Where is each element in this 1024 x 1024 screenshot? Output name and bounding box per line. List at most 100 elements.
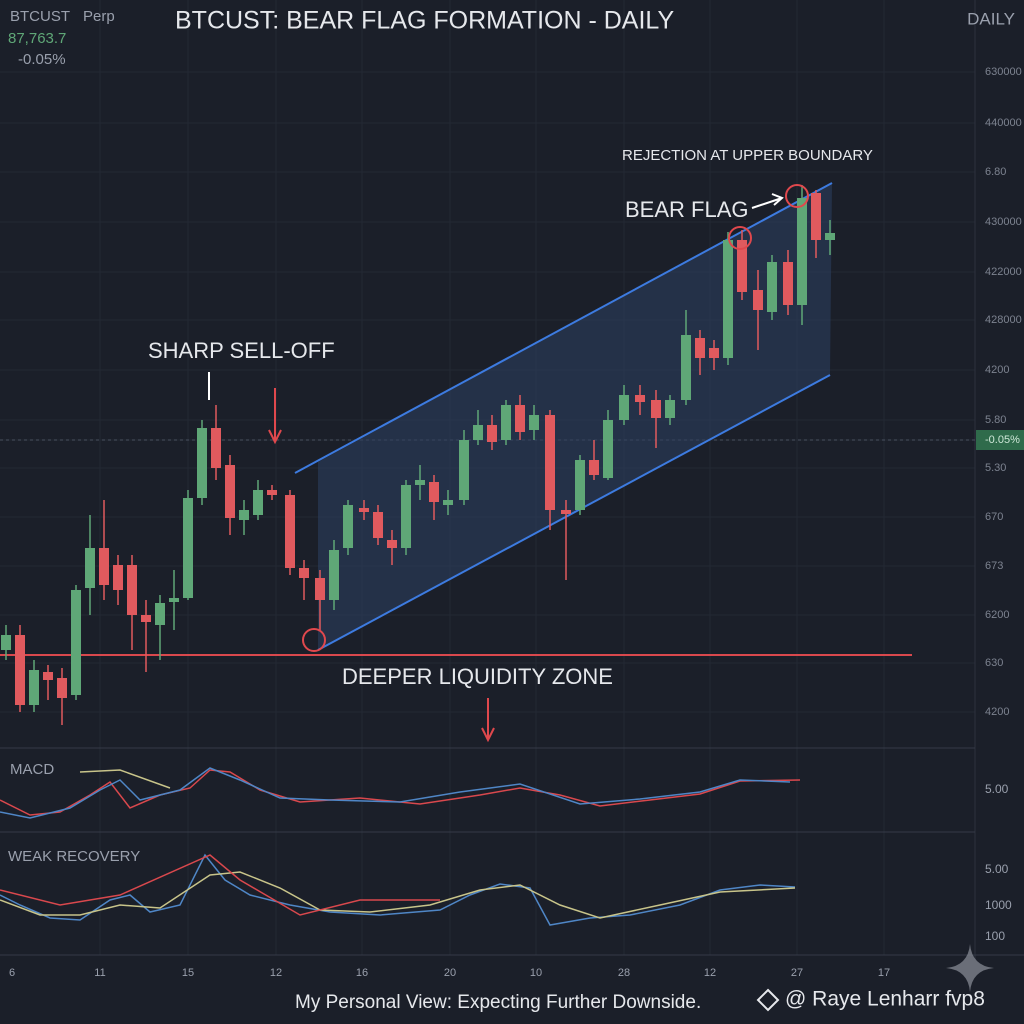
footer-credit: @ Raye Lenharr fvp8 (785, 988, 985, 1011)
candle (665, 400, 675, 418)
candle (99, 548, 109, 585)
candle (825, 233, 835, 240)
panel-axis-label: 5.00 (985, 782, 1009, 796)
candle (811, 193, 821, 240)
price-axis-label: 5.30 (985, 462, 1006, 474)
candle (359, 508, 369, 512)
candle (561, 510, 571, 514)
price-axis-label: 5.80 (985, 414, 1006, 426)
price-axis-label: 422000 (985, 266, 1022, 278)
arrow-down (268, 388, 282, 445)
price-axis-label: -0.05% (985, 434, 1020, 446)
candle (1, 635, 11, 650)
candle (169, 598, 179, 602)
price-axis-label: 630000 (985, 66, 1022, 78)
candle (487, 425, 497, 442)
price-axis-label: 430000 (985, 216, 1022, 228)
candle (797, 198, 807, 305)
price-axis-label: 670 (985, 511, 1003, 523)
candle (113, 565, 123, 590)
candle (299, 568, 309, 578)
candle (429, 482, 439, 502)
candle (285, 495, 295, 568)
price-axis-label: 6.80 (985, 166, 1006, 178)
annotation: DEEPER LIQUIDITY ZONE (342, 664, 613, 689)
time-axis-label: 10 (530, 967, 542, 979)
candle (767, 262, 777, 312)
candle (619, 395, 629, 420)
candle (459, 440, 469, 500)
contract: Perp (83, 8, 115, 25)
indicator-line (79, 769, 171, 789)
candle (651, 400, 661, 418)
candle (575, 460, 585, 510)
indicator-line (0, 854, 440, 916)
candle (343, 505, 353, 548)
annotation: SHARP SELL-OFF (148, 338, 335, 363)
candle (387, 540, 397, 548)
indicator-line (0, 769, 801, 816)
candle (681, 335, 691, 400)
arrow-down (481, 698, 495, 743)
panel-label: WEAK RECOVERY (8, 848, 140, 865)
candle (57, 678, 67, 698)
candle (225, 465, 235, 518)
time-axis-label: 20 (444, 967, 456, 979)
marker-circle (785, 184, 809, 208)
candle (85, 548, 95, 588)
price-axis-label: 440000 (985, 117, 1022, 129)
candle (315, 578, 325, 600)
candle (267, 490, 277, 495)
candle (183, 498, 193, 598)
candle (71, 590, 81, 695)
panel-axis-label: 5.00 (985, 862, 1009, 876)
candle (635, 395, 645, 402)
candle (709, 348, 719, 358)
price-axis-label: 6200 (985, 609, 1009, 621)
panel-axis-label: 1000 (985, 898, 1012, 912)
candle (329, 550, 339, 600)
candle (695, 338, 705, 358)
panel-label: MACD (10, 761, 54, 778)
candle (603, 420, 613, 478)
candle (529, 415, 539, 430)
candle (473, 425, 483, 440)
marker-circle (728, 226, 752, 250)
price-axis-label: 673 (985, 560, 1003, 572)
candle (443, 500, 453, 505)
annotation: REJECTION AT UPPER BOUNDARY (622, 147, 873, 164)
time-axis-label: 6 (9, 967, 15, 979)
candle (155, 603, 165, 625)
candle (239, 510, 249, 520)
panel-axis-label: 100 (985, 929, 1005, 943)
candle (373, 512, 383, 538)
indicator-line (0, 767, 791, 819)
candle (783, 262, 793, 305)
time-axis-label: 28 (618, 967, 630, 979)
flag-channel-fill (318, 183, 832, 650)
candles (1, 185, 835, 725)
candle (141, 615, 151, 622)
indicator-line (0, 853, 796, 926)
candle (43, 672, 53, 680)
time-axis-label: 12 (704, 967, 716, 979)
logo (756, 988, 780, 1012)
candle (753, 290, 763, 310)
timeframe: DAILY (967, 9, 1015, 28)
annotation: BEAR FLAG (625, 197, 748, 222)
time-axis-label: 11 (94, 967, 105, 979)
price: 87,763.7 (8, 30, 66, 47)
price-axis-label: 4200 (985, 706, 1009, 718)
time-axis-label: 27 (791, 967, 803, 979)
candle (501, 405, 511, 440)
time-axis-label: 15 (182, 967, 194, 979)
indicator-line (0, 871, 796, 919)
price-axis-label: 4200 (985, 364, 1009, 376)
price-axis-label: 428000 (985, 314, 1022, 326)
candle (127, 565, 137, 615)
marker-circle (302, 628, 326, 652)
change: -0.05% (18, 51, 66, 68)
candle (589, 460, 599, 475)
symbol: BTCUST (10, 8, 70, 25)
